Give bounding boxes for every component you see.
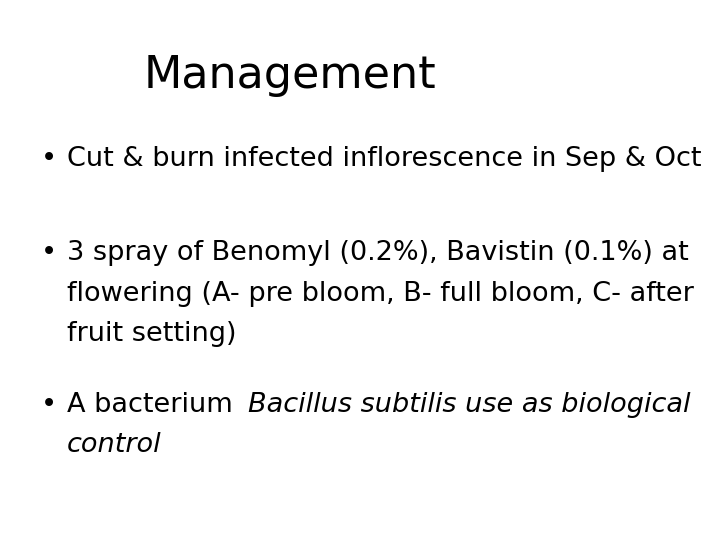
Text: Bacillus subtilis use as biological: Bacillus subtilis use as biological bbox=[248, 392, 690, 417]
Text: 3 spray of Benomyl (0.2%), Bavistin (0.1%) at: 3 spray of Benomyl (0.2%), Bavistin (0.1… bbox=[67, 240, 688, 266]
Text: •: • bbox=[40, 146, 57, 172]
Text: Cut & burn infected inflorescence in Sep & Oct: Cut & burn infected inflorescence in Sep… bbox=[67, 146, 701, 172]
Text: flowering (A- pre bloom, B- full bloom, C- after: flowering (A- pre bloom, B- full bloom, … bbox=[67, 281, 693, 307]
Text: control: control bbox=[67, 432, 161, 458]
Text: •: • bbox=[40, 392, 57, 417]
Text: fruit setting): fruit setting) bbox=[67, 321, 236, 347]
Text: •: • bbox=[40, 240, 57, 266]
Text: A bacterium: A bacterium bbox=[67, 392, 241, 417]
Text: Management: Management bbox=[143, 54, 436, 97]
